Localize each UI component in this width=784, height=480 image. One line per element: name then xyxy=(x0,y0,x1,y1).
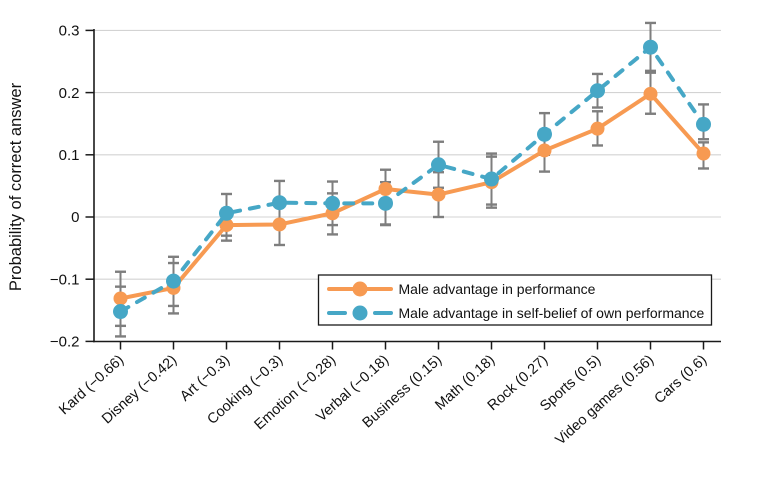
legend-marker-performance xyxy=(352,281,368,297)
data-point-marker xyxy=(378,182,393,197)
data-point-marker xyxy=(219,205,234,221)
series-layer xyxy=(113,39,711,320)
data-point-marker xyxy=(113,291,128,306)
data-point-marker xyxy=(643,86,658,101)
axes-layer xyxy=(85,29,721,350)
legend-label-performance: Male advantage in performance xyxy=(399,281,596,297)
data-point-marker xyxy=(590,83,605,99)
data-point-marker xyxy=(113,304,128,320)
x-tick-labels: Kard (−0.66)Disney (−0.42)Art (−0.3)Cook… xyxy=(56,352,710,448)
data-point-marker xyxy=(537,126,552,142)
data-point-marker xyxy=(643,39,658,55)
legend-label-self-belief: Male advantage in self-belief of own per… xyxy=(399,305,705,321)
data-point-marker xyxy=(219,218,234,233)
error-bars-layer xyxy=(115,21,709,338)
y-tick-label: 0.1 xyxy=(59,147,80,164)
x-tick-label: Video games (0.56) xyxy=(553,352,658,448)
data-point-marker xyxy=(484,171,499,187)
x-tick-label: Cars (0.6) xyxy=(652,352,711,407)
y-tick-labels: −0.2 −0.1 0 0.1 0.2 0.3 xyxy=(50,23,80,351)
gridlines-layer xyxy=(94,29,721,280)
y-tick-label: 0.2 xyxy=(59,85,80,102)
series-line-self-belief xyxy=(118,45,706,314)
y-tick-label: 0.3 xyxy=(59,23,80,40)
y-tick-label: 0 xyxy=(71,209,79,226)
legend-marker-self-belief xyxy=(352,305,368,321)
legend: Male advantage in performance Male advan… xyxy=(317,274,713,326)
legend-box xyxy=(317,274,713,326)
data-point-marker xyxy=(431,187,446,202)
data-point-marker xyxy=(431,157,446,173)
y-tick-label: −0.2 xyxy=(50,334,80,351)
data-point-marker xyxy=(325,195,340,211)
data-point-marker xyxy=(537,143,552,158)
series-line-performance xyxy=(118,91,706,301)
y-tick-label: −0.1 xyxy=(50,271,80,288)
data-point-marker xyxy=(378,195,393,211)
data-point-marker xyxy=(272,217,287,232)
y-axis-title: Probability of correct answer xyxy=(7,82,25,291)
data-point-marker xyxy=(166,273,181,289)
data-point-marker xyxy=(590,121,605,136)
data-point-marker xyxy=(696,116,711,132)
data-point-marker xyxy=(272,195,287,211)
data-point-marker xyxy=(696,146,711,161)
